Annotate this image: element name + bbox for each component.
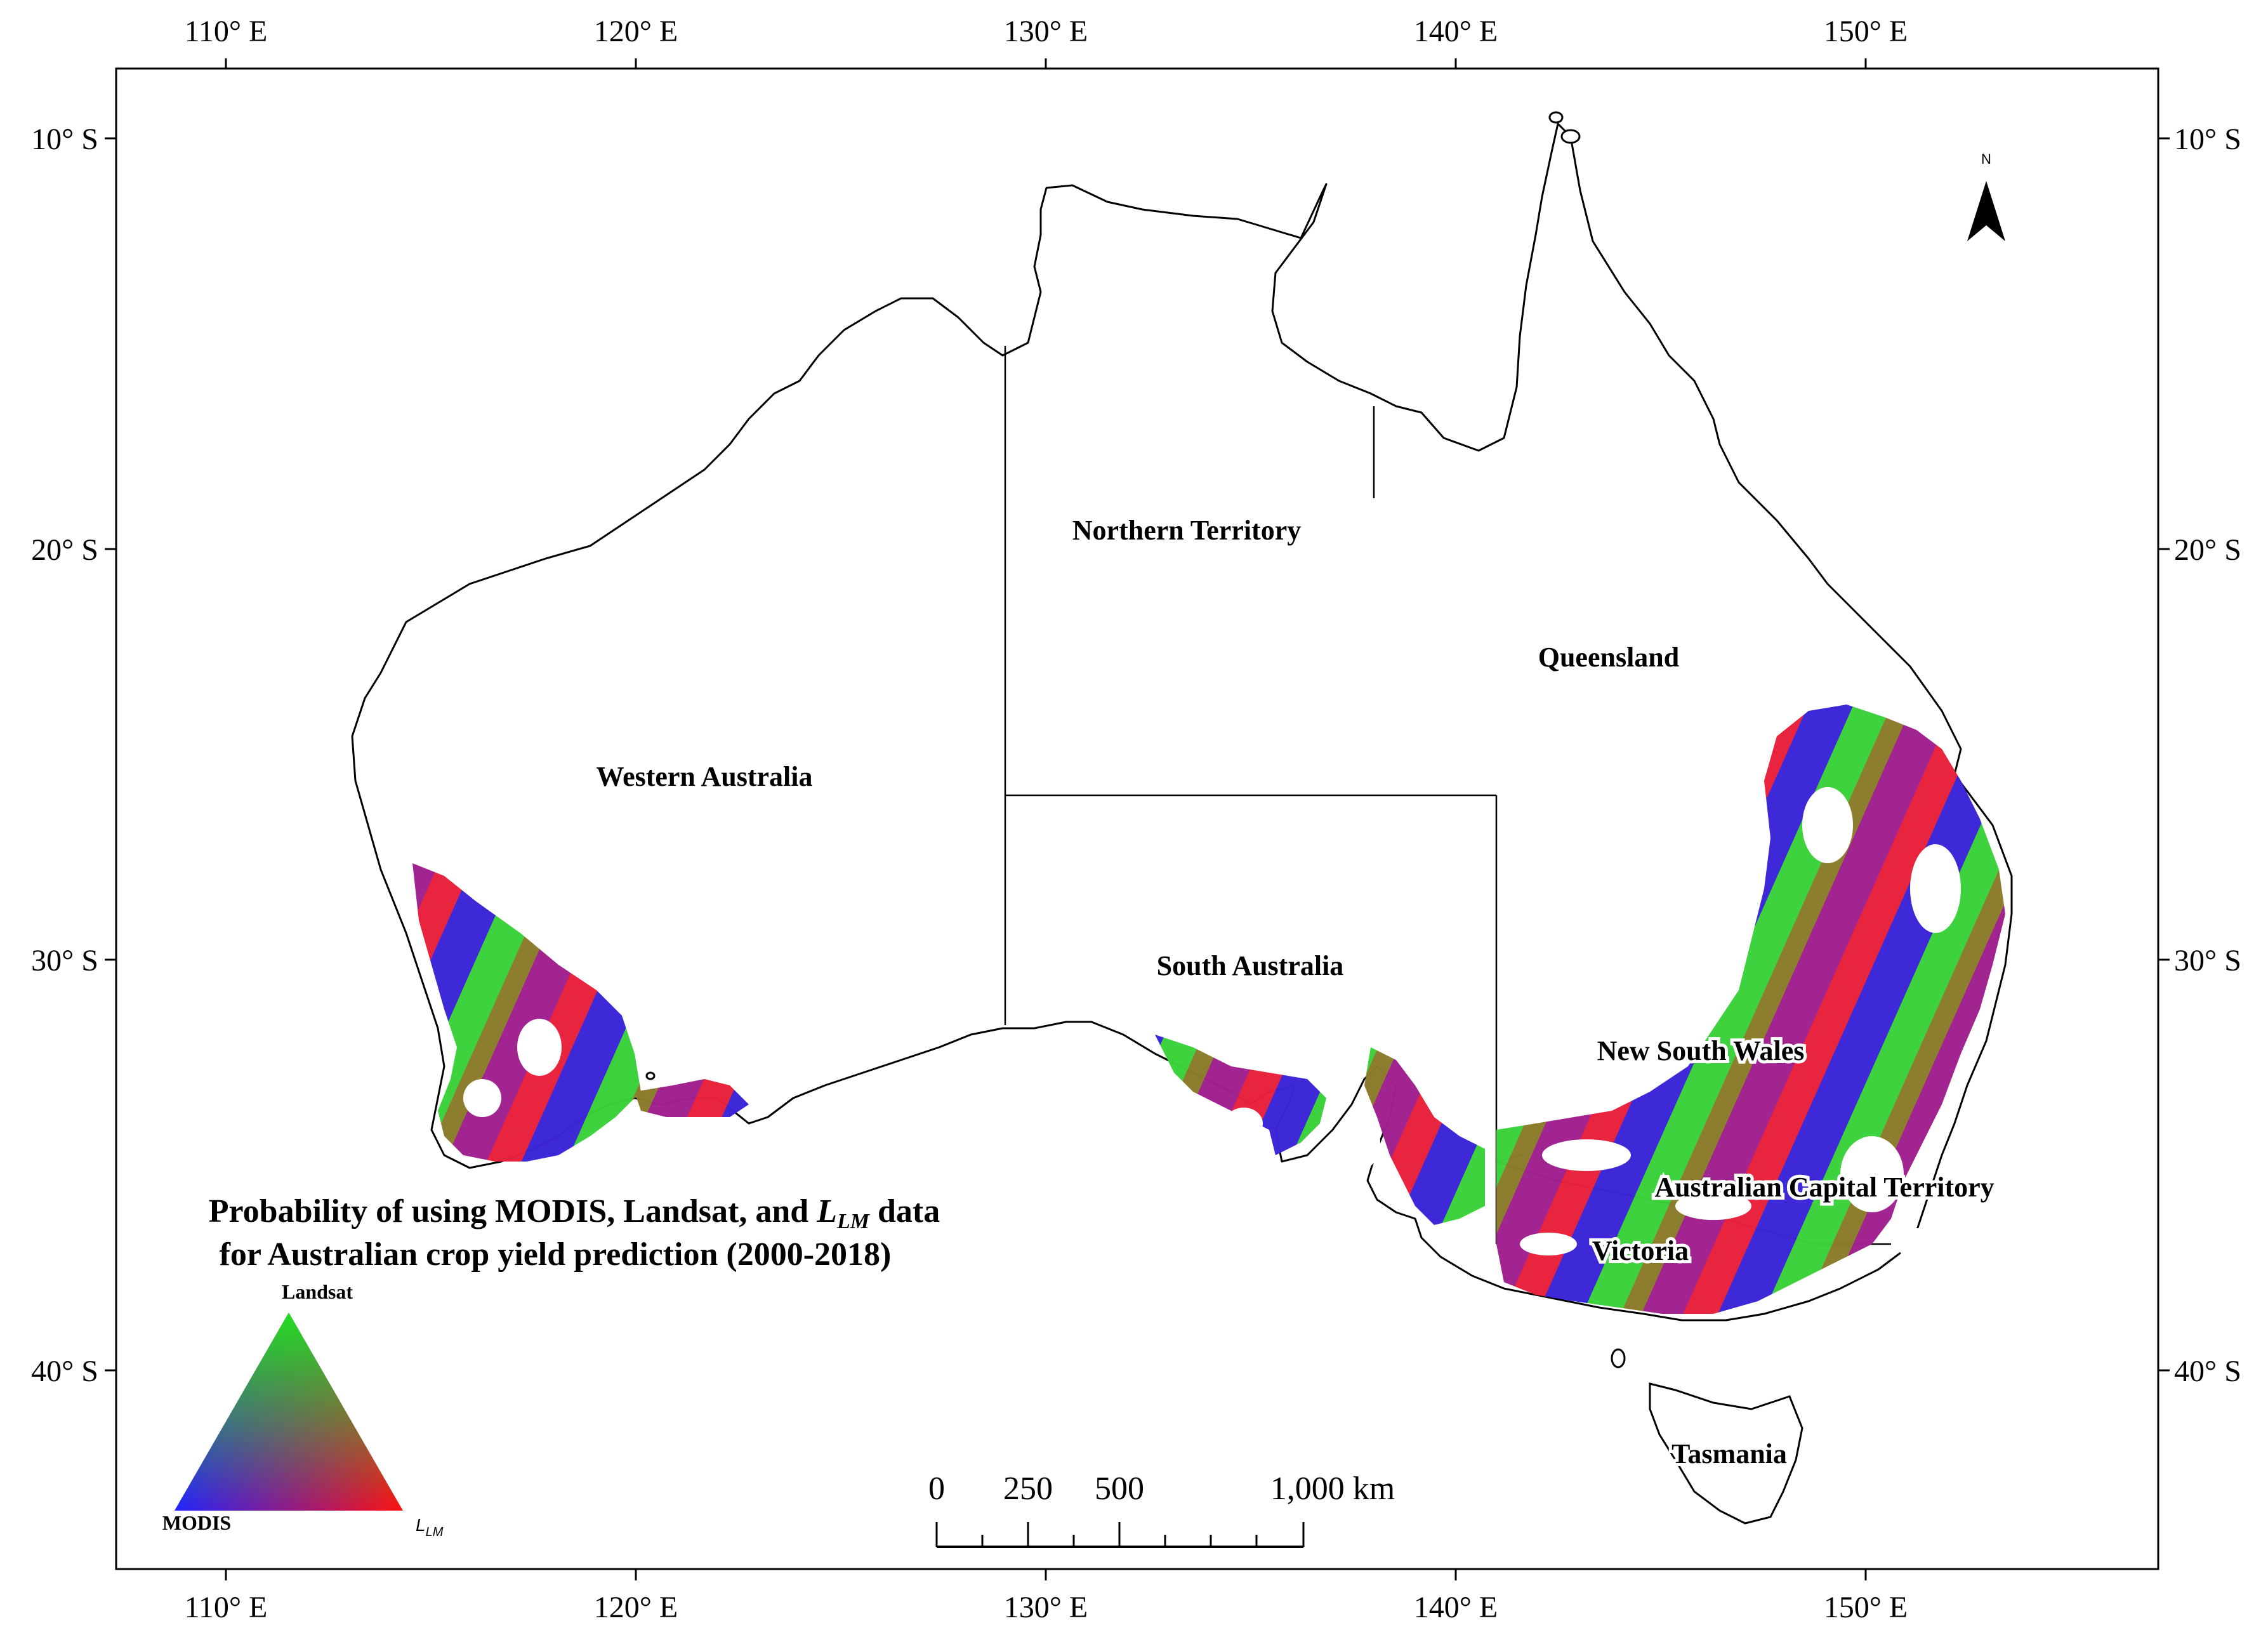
label-western-australia: Western Australia	[597, 761, 813, 792]
lat-label-left-10: 10° S	[31, 123, 98, 156]
map-title-line1-var: L	[816, 1193, 837, 1229]
scale-label-1000km: 1,000 km	[1270, 1471, 1395, 1507]
lon-label-top-120: 120° E	[594, 15, 678, 48]
lon-label-top-150: 150° E	[1824, 15, 1908, 48]
north-arrow: N	[1967, 151, 2005, 241]
lat-label-left-20: 20° S	[31, 533, 98, 567]
lon-label-top-130: 130° E	[1004, 15, 1088, 48]
lat-label-left-30: 30° S	[31, 944, 98, 977]
tasmania-outline	[1649, 1382, 1803, 1525]
label-victoria: Victoria	[1592, 1235, 1689, 1266]
legend-label-llm: LLM	[416, 1515, 444, 1539]
lon-label-bottom-110: 110° E	[185, 1591, 268, 1624]
cropland-south-australia	[1155, 1035, 1485, 1225]
lon-label-top-110: 110° E	[185, 15, 268, 48]
latitude-ticks	[105, 137, 2170, 1372]
north-arrow-icon	[1967, 181, 2005, 241]
lon-label-bottom-150: 150° E	[1824, 1591, 1908, 1624]
label-northern-territory: Northern Territory	[1072, 515, 1301, 546]
lon-label-top-140: 140° E	[1414, 15, 1498, 48]
scale-label-500: 500	[1095, 1471, 1144, 1507]
label-australian-capital-territory: Australian Capital Territory	[1654, 1172, 1994, 1203]
scale-label-250: 250	[1003, 1471, 1053, 1507]
lat-label-right-40: 40° S	[2174, 1354, 2241, 1388]
legend-label-llm-var: L	[416, 1515, 426, 1535]
north-arrow-label: N	[1981, 151, 1991, 167]
legend-label-modis: MODIS	[162, 1511, 231, 1534]
offshore-islands	[645, 111, 1626, 1368]
lon-label-bottom-130: 130° E	[1004, 1591, 1088, 1624]
label-tasmania: Tasmania	[1671, 1438, 1787, 1469]
map-title-line1-suffix: data	[869, 1193, 940, 1229]
lat-label-right-30: 30° S	[2174, 944, 2241, 977]
lat-label-right-10: 10° S	[2174, 123, 2241, 156]
legend-label-llm-sub: LM	[426, 1525, 444, 1539]
label-south-australia: South Australia	[1157, 950, 1344, 981]
scale-bar: 0 250 500 1,000 km	[928, 1471, 1395, 1548]
label-queensland: Queensland	[1538, 642, 1680, 673]
label-new-south-wales: New South Wales	[1597, 1035, 1805, 1066]
lon-label-bottom-120: 120° E	[594, 1591, 678, 1624]
legend-label-landsat: Landsat	[282, 1280, 353, 1303]
map-title-line1-prefix: Probability of using MODIS, Landsat, and	[209, 1193, 817, 1229]
legend-triangle-green-overlay	[175, 1313, 403, 1511]
lat-label-left-40: 40° S	[31, 1354, 98, 1388]
map-title-line1-sub: LM	[836, 1210, 871, 1233]
ternary-legend: Landsat MODIS LLM	[162, 1280, 444, 1539]
lon-label-bottom-140: 140° E	[1414, 1591, 1498, 1624]
longitude-ticks	[225, 58, 1867, 1580]
scale-label-0: 0	[928, 1471, 945, 1507]
map-title-line2: for Australian crop yield prediction (20…	[220, 1236, 892, 1273]
lat-label-right-20: 20° S	[2174, 533, 2241, 567]
non-crop-gaps	[463, 787, 1961, 1260]
map-title-line1: Probability of using MODIS, Landsat, and…	[209, 1193, 940, 1233]
